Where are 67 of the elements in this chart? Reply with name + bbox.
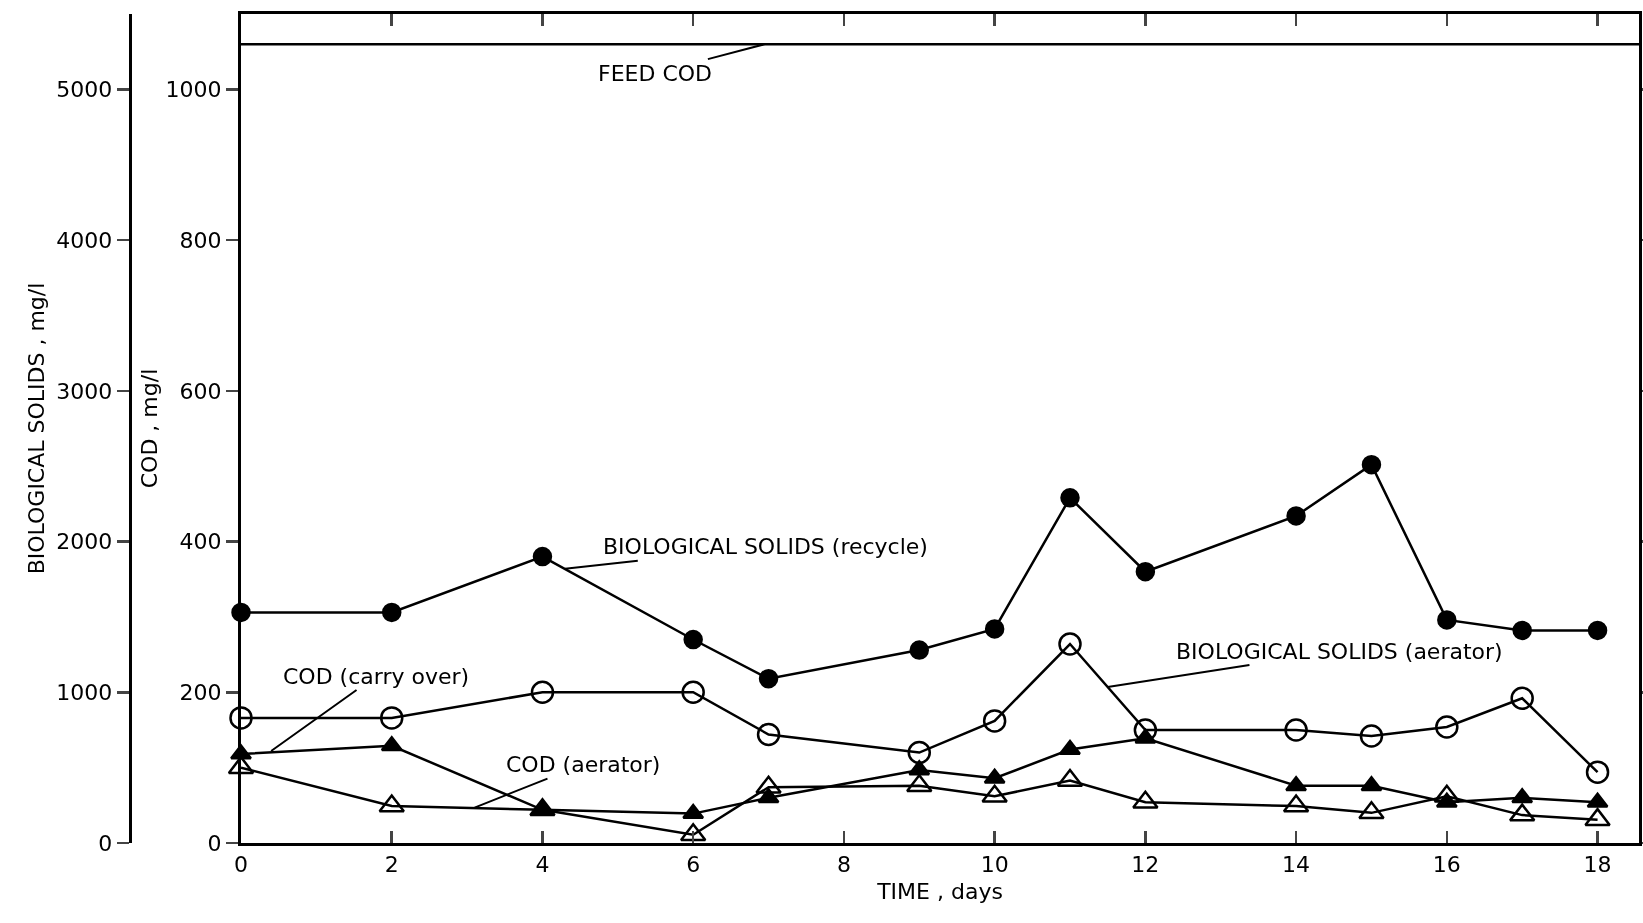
- point: [1359, 724, 1384, 748]
- point: [758, 668, 779, 689]
- x-tick-label: 18: [1583, 852, 1612, 878]
- point: [1512, 620, 1532, 641]
- point: [907, 740, 932, 765]
- point: [229, 706, 253, 730]
- point: [679, 822, 707, 842]
- point: [1361, 454, 1382, 475]
- point: [1284, 718, 1308, 742]
- y2-tick-label: 3000: [56, 378, 113, 404]
- point: [1132, 790, 1159, 809]
- point: [1285, 775, 1308, 792]
- point: [682, 803, 705, 820]
- x-tick-label: 4: [535, 852, 550, 878]
- annotation: FEED COD: [598, 61, 713, 86]
- y-tick-label: 0: [207, 830, 222, 856]
- point: [1437, 610, 1457, 630]
- x-axis-title: TIME , days: [876, 879, 1003, 905]
- point: [1286, 506, 1306, 526]
- point: [532, 546, 553, 567]
- y-tick-label: 1000: [165, 77, 222, 103]
- y2-tick-label: 0: [98, 830, 113, 856]
- point: [1435, 715, 1459, 739]
- point: [982, 709, 1007, 733]
- point: [1058, 632, 1082, 656]
- x-tick-label: 8: [836, 852, 851, 878]
- x-tick-label: 2: [384, 852, 399, 878]
- annotation: BIOLOGICAL SOLIDS (recycle): [603, 534, 928, 559]
- y2-axis-title: BIOLOGICAL SOLIDS , mg/l: [24, 282, 50, 575]
- point: [1060, 488, 1080, 508]
- point: [683, 629, 703, 650]
- point: [379, 706, 404, 730]
- point: [1133, 718, 1158, 742]
- y-tick-label: 600: [179, 378, 222, 404]
- y-tick-label: 400: [179, 529, 222, 555]
- point: [1358, 801, 1385, 820]
- annotation: COD (aerator): [506, 752, 661, 777]
- x-tick-label: 16: [1432, 852, 1461, 878]
- y-axis-title: COD , mg/l: [137, 368, 163, 489]
- point: [381, 602, 402, 623]
- point: [755, 775, 782, 794]
- point: [756, 722, 781, 747]
- point: [984, 619, 1005, 639]
- point: [681, 680, 705, 705]
- y2-tick-label: 2000: [56, 529, 113, 555]
- x-tick-label: 10: [980, 852, 1009, 878]
- point: [1135, 561, 1156, 582]
- point: [530, 680, 555, 705]
- annotation: BIOLOGICAL SOLIDS (aerator): [1176, 639, 1503, 664]
- point: [1585, 760, 1610, 784]
- annotation: COD (carry over): [283, 664, 470, 689]
- x-tick-label: 14: [1282, 852, 1311, 878]
- y2-tick-label: 5000: [56, 77, 113, 103]
- y-tick-label: 200: [179, 679, 222, 705]
- x-tick-label: 6: [686, 852, 701, 878]
- point: [909, 640, 930, 660]
- x-tick-label: 0: [234, 852, 248, 878]
- point: [1360, 775, 1383, 792]
- point: [1587, 620, 1608, 641]
- point: [1058, 739, 1082, 756]
- x-tick-label: 12: [1131, 852, 1160, 878]
- point: [905, 773, 933, 793]
- point: [1584, 807, 1611, 827]
- y2-tick-label: 1000: [56, 679, 113, 705]
- y2-tick-label: 4000: [56, 227, 113, 253]
- point: [1510, 686, 1534, 711]
- y-tick-label: 800: [179, 227, 222, 253]
